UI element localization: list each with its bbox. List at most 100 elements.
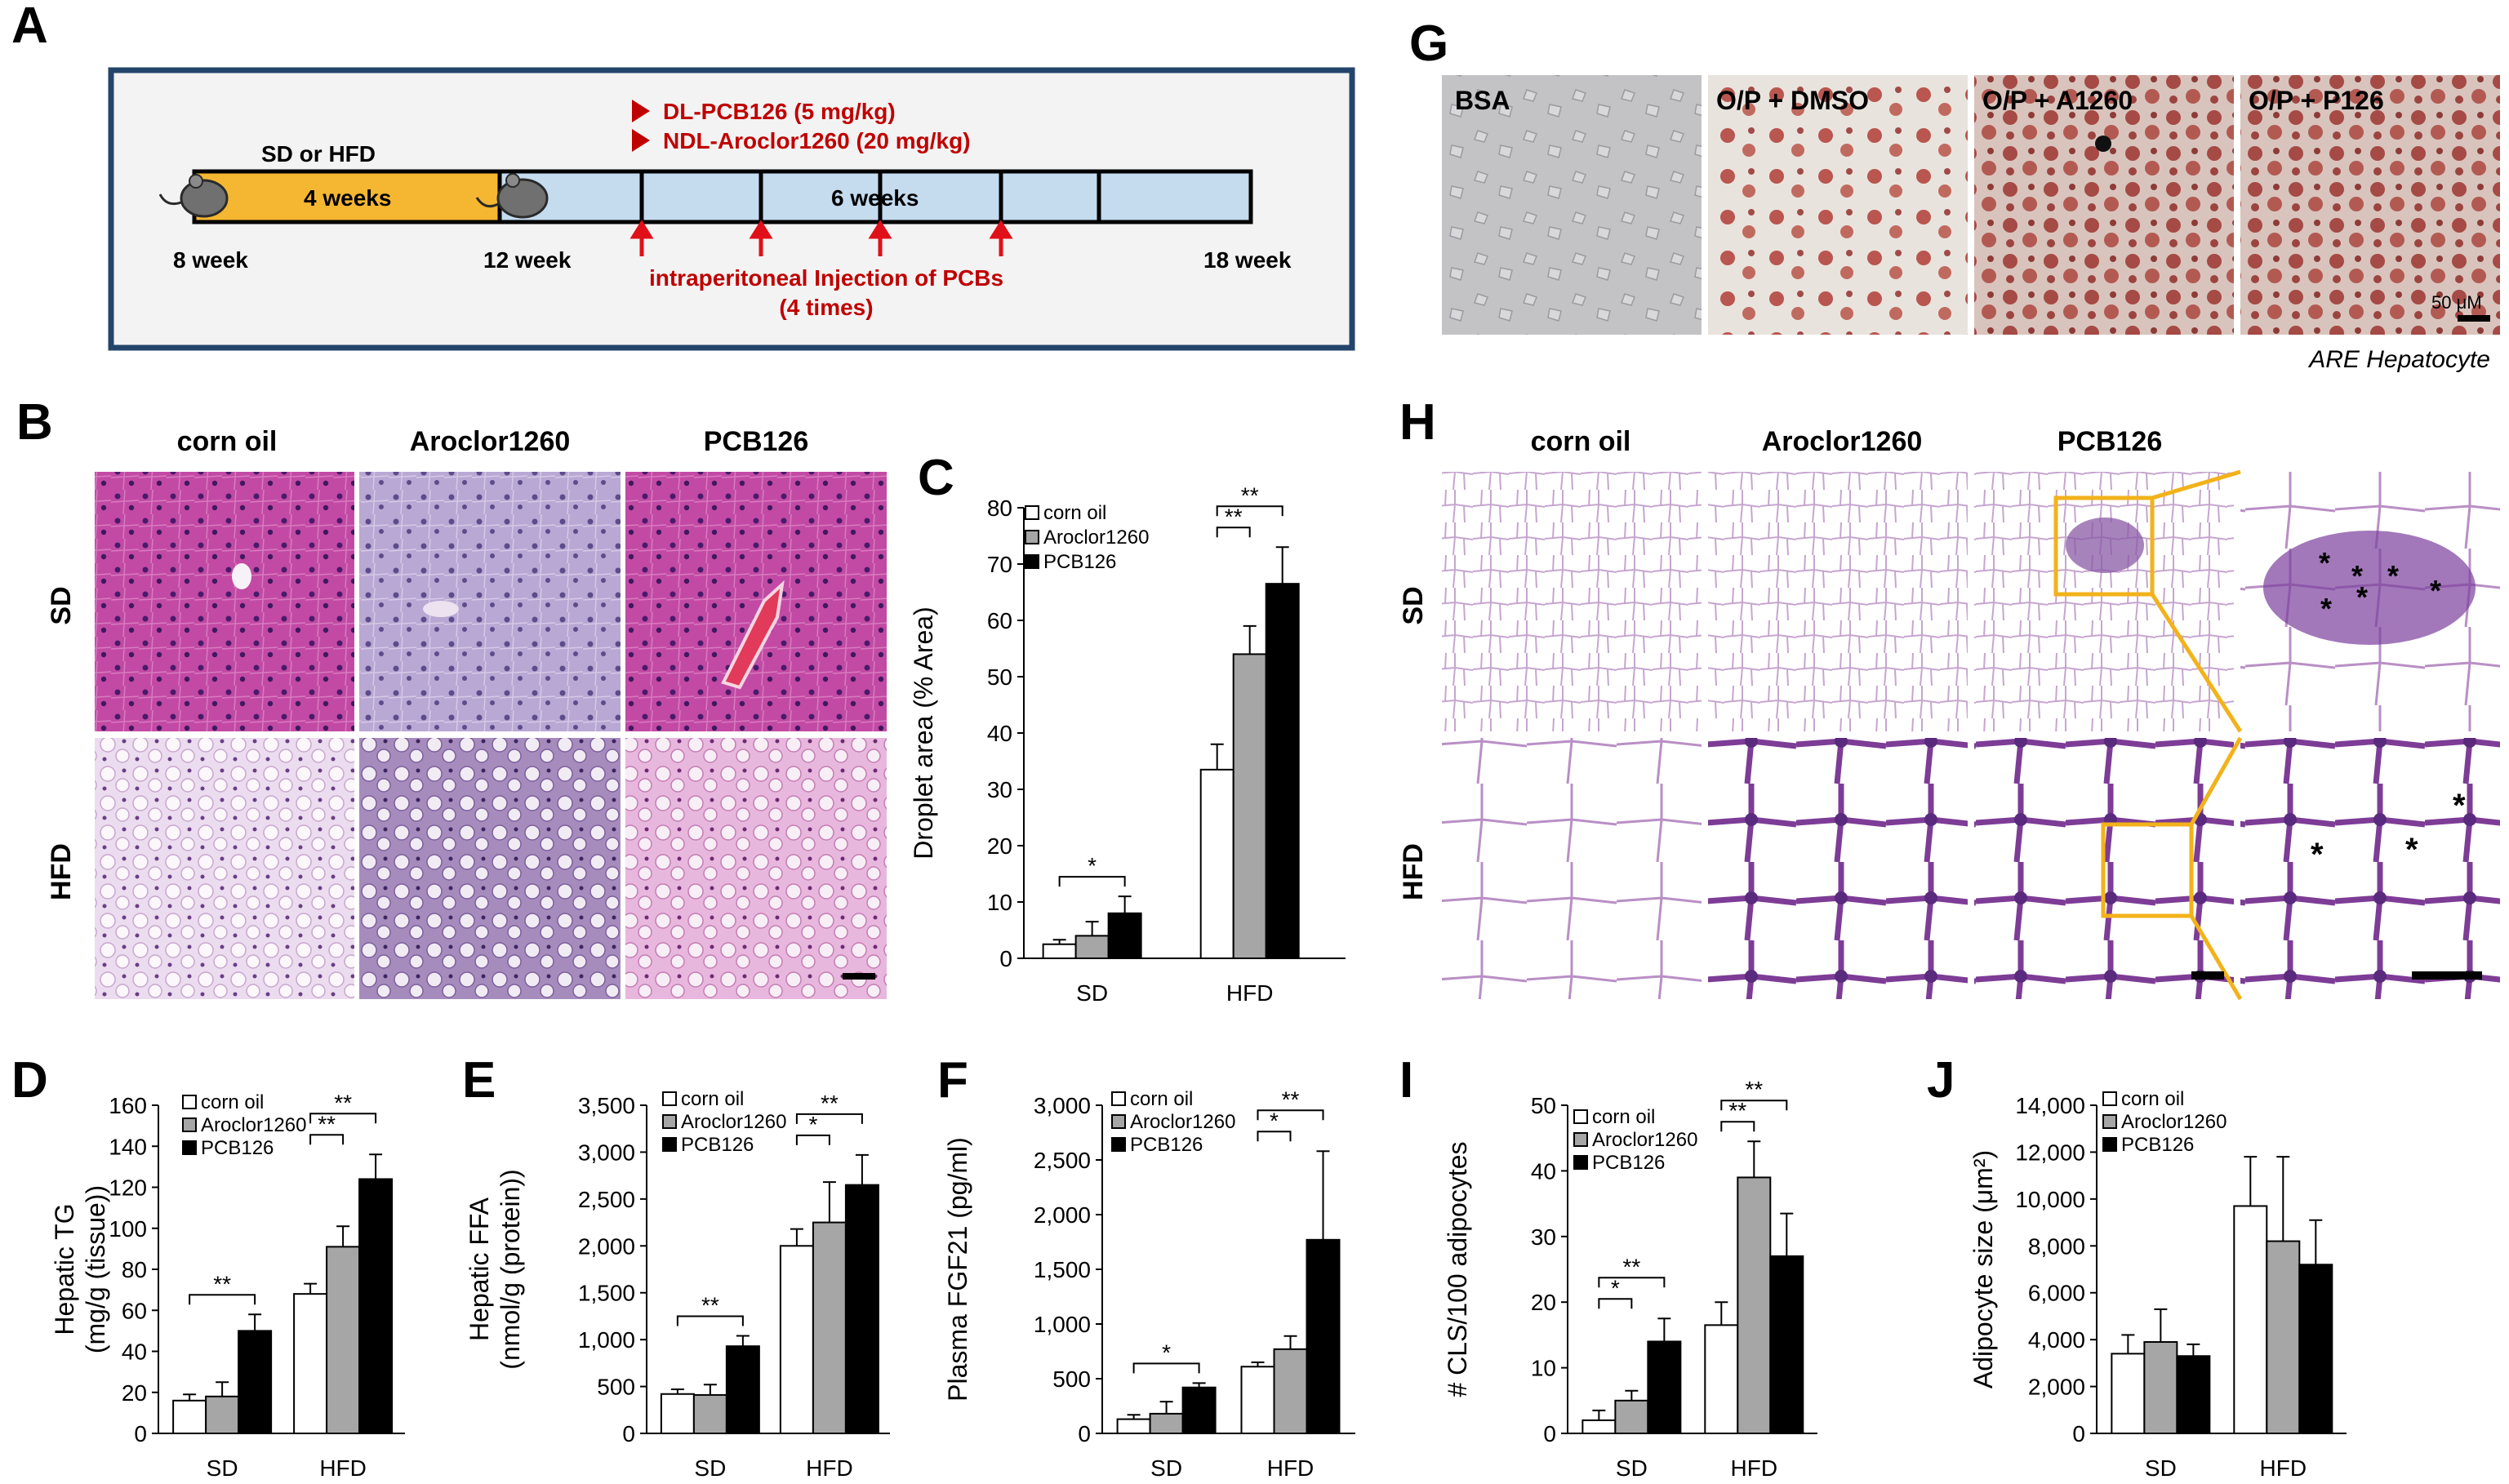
y-tick-label: 30 [987,777,1012,802]
b-col-pcb126: PCB126 [704,426,809,457]
adipose-image-hfd-cornoil [1442,738,1702,999]
y-tick-label: 2,000 [578,1233,635,1259]
scale-bar [2458,315,2490,322]
panel-letter: E [462,1052,496,1109]
bar-aroclor1260 [1273,1348,1308,1434]
legend-swatch [1111,1137,1126,1152]
y-tick-label: 0 [622,1421,635,1446]
injection-count: (4 times) [779,295,873,320]
legend-swatch [662,1091,677,1106]
bar-pcb126 [1647,1340,1682,1434]
legend-label: Aroclor1260 [681,1111,786,1133]
bar-corn-oil [1199,768,1234,959]
svg-text:*: * [2319,546,2330,580]
timeline-diagram: SD or HFD 4 weeks 6 weeks 8 week 12 week… [108,67,1355,351]
legend-label: Aroclor1260 [2121,1111,2227,1133]
scale-bar [2412,971,2482,980]
liver-image-sd-aroclor [359,472,621,731]
x-category-label: SD [1150,1455,1182,1481]
significance-bracket [1257,1109,1324,1121]
y-tick-label: 50 [987,664,1012,690]
bar-pcb126 [725,1345,760,1435]
bar-corn-oil [1581,1419,1617,1435]
legend-swatch [182,1095,197,1109]
svg-text:*: * [2387,559,2399,593]
b-col-aroclor: Aroclor1260 [410,426,571,457]
y-tick-label: 8,000 [2028,1233,2085,1259]
diet-label: SD or HFD [261,141,376,167]
legend-label: Aroclor1260 [1130,1111,1235,1133]
y-tick-label: 0 [2072,1421,2085,1446]
svg-text:*: * [2405,832,2418,868]
bar-aroclor1260 [1149,1412,1184,1435]
panel-letter: F [937,1052,968,1109]
y-axis-title: # CLS/100 adipocytes [1443,1141,1472,1397]
g-caption: ARE Hepatocyte [2307,346,2490,373]
panel-h-letter: H [1399,394,1436,451]
phase1-bar [192,169,502,224]
y-tick-label: 60 [987,608,1012,633]
bar-aroclor1260 [692,1393,727,1434]
bar-aroclor1260 [1737,1176,1772,1434]
g-label-dmso: O/P + DMSO [1716,86,1869,115]
g-label-a1260: O/P + A1260 [1982,86,2133,115]
legend-label: PCB126 [681,1134,754,1156]
y-tick-label: 0 [134,1421,147,1446]
bar-pcb126 [1181,1386,1217,1434]
y-tick-label: 30 [1531,1224,1556,1250]
chart-hepatic-tg: D 0 20 40 60 80 100 120 140 160 Hepatic TG (mg/g (t… [11,1052,405,1481]
legend-label: Aroclor1260 [201,1114,306,1136]
legend-label: corn oil [1043,502,1106,524]
injection-label: intraperitoneal Injection of PCBs [649,265,1003,291]
y-axis-subtitle: (nmol/g (protein)) [496,1169,525,1369]
legend-label: PCB126 [1130,1134,1203,1156]
y-tick-label: 10 [1531,1356,1556,1381]
y-axis-title: Hepatic TG [50,1203,79,1335]
significance-bracket [1720,1121,1755,1132]
legend-swatch [1025,505,1039,520]
y-tick-label: 20 [1531,1290,1556,1315]
bar-corn-oil [660,1393,695,1435]
legend-label: PCB126 [2121,1134,2194,1156]
chart-droplet-area: C 0 10 20 30 40 50 60 70 80 Droplet area (% Area) S… [909,450,1346,1006]
bar-corn-oil [1704,1324,1739,1434]
legend-swatch [1025,554,1039,569]
y-tick-label: 10 [987,890,1012,915]
bar-corn-oil [1116,1418,1151,1434]
legend-swatch [2102,1137,2117,1152]
svg-text:*: * [2311,837,2324,873]
significance-bracket [189,1294,256,1305]
legend-swatch [1573,1155,1588,1170]
svg-text:*: * [2351,559,2363,593]
legend-swatch [182,1140,197,1155]
significance-label: * [808,1112,817,1137]
x-category-label: SD [2145,1455,2177,1481]
bar-corn-oil [2111,1353,2146,1435]
liver-histology-grid [95,472,887,999]
x-category-label: SD [694,1455,726,1481]
b-row-hfd: HFD [46,843,77,900]
legend-label: corn oil [681,1088,744,1110]
hepatocyte-image-p126 [2240,75,2500,335]
legend-label: PCB126 [201,1137,274,1159]
svg-text:*: * [2430,574,2441,607]
legend-swatch [1573,1132,1588,1147]
liver-image-sd-pcb126 [625,472,887,731]
x-category-label: HFD [806,1455,853,1481]
y-tick-label: 40 [1531,1158,1556,1184]
phase2-label: 6 weeks [831,185,919,211]
x-category-label: HFD [1226,980,1274,1006]
y-tick-label: 10,000 [2015,1187,2085,1212]
x-category-label: SD [1616,1455,1648,1481]
treatment-aroclor: NDL-Aroclor1260 (20 mg/kg) [663,128,971,153]
bar-corn-oil [293,1293,328,1435]
legend-swatch [1111,1114,1126,1129]
liver-image-sd-cornoil [95,472,354,731]
bar-corn-oil [2233,1205,2268,1434]
legend-label: corn oil [1592,1106,1655,1128]
bar-pcb126 [844,1184,879,1434]
y-tick-label: 6,000 [2028,1281,2085,1306]
g-label-bsa: BSA [1455,86,1510,115]
y-tick-label: 40 [987,721,1012,746]
significance-label: * [1611,1275,1620,1300]
